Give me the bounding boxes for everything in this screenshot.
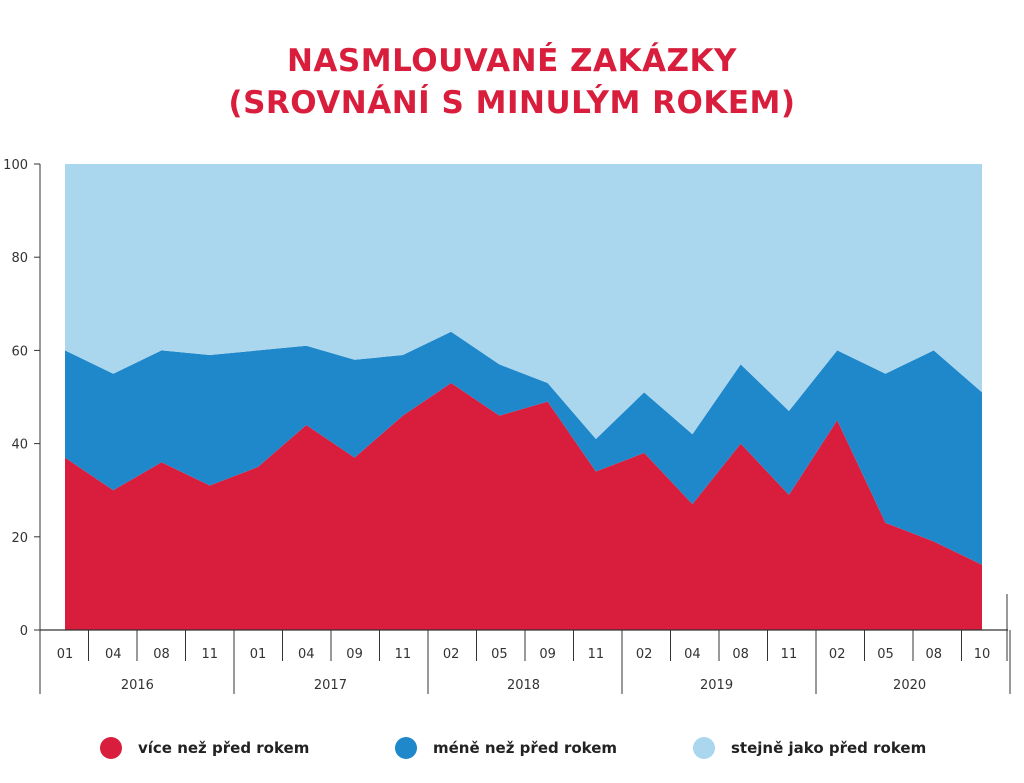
legend-label-1: více než před rokem [138, 739, 310, 757]
x-tick-label-2: 04 [105, 647, 122, 662]
legend-swatch-3 [693, 737, 715, 759]
x-tick-label-5: 01 [250, 647, 267, 662]
chart-title-line-1: NASMLOUVANÉ ZAKÁZKY [286, 43, 737, 79]
year-label-2016: 2016 [121, 678, 154, 693]
x-tick-label-1: 01 [57, 647, 74, 662]
year-label-2019: 2019 [700, 678, 733, 693]
legend-item-1: více než před rokem [100, 728, 309, 768]
y-tick-label-40: 40 [11, 438, 28, 453]
year-label-2018: 2018 [507, 678, 540, 693]
legend-label-3: stejně jako před rokem [731, 739, 927, 757]
year-label-2020: 2020 [893, 678, 926, 693]
legend-item-2: méně než před rokem [395, 728, 617, 768]
x-tick-label-15: 08 [732, 647, 749, 662]
x-tick-label-19: 08 [925, 647, 942, 662]
x-tick-label-17: 02 [829, 647, 846, 662]
y-tick-label-0: 0 [20, 624, 28, 639]
x-tick-label-3: 08 [153, 647, 170, 662]
y-tick-label-80: 80 [11, 251, 28, 266]
x-tick-label-16: 11 [781, 647, 798, 662]
chart-legend: více než před rokem méně než před rokem st… [0, 728, 1024, 768]
legend-item-3: stejně jako před rokem [693, 728, 926, 768]
x-tick-label-18: 05 [877, 647, 894, 662]
x-tick-label-12: 11 [588, 647, 605, 662]
x-tick-label-10: 05 [491, 647, 508, 662]
year-label-2017: 2017 [314, 678, 347, 693]
chart-title: NASMLOUVANÉ ZAKÁZKY (SROVNÁNÍ S MINULÝM … [0, 40, 1024, 124]
y-tick-label-100: 100 [3, 158, 28, 173]
legend-swatch-2 [395, 737, 417, 759]
y-tick-label-60: 60 [11, 344, 28, 359]
x-tick-label-14: 04 [684, 647, 701, 662]
y-tick-label-20: 20 [11, 531, 28, 546]
x-tick-label-6: 04 [298, 647, 315, 662]
area-series-3 [65, 164, 982, 439]
x-tick-label-7: 09 [346, 647, 363, 662]
area-series-2 [65, 331, 982, 565]
x-tick-label-20: 10 [974, 647, 991, 662]
area-series-1 [65, 383, 982, 630]
x-tick-label-9: 02 [443, 647, 460, 662]
legend-label-2: méně než před rokem [433, 739, 618, 757]
chart-title-line-2: (SROVNÁNÍ S MINULÝM ROKEM) [228, 85, 796, 121]
legend-swatch-1 [100, 737, 122, 759]
x-tick-label-4: 11 [202, 647, 219, 662]
x-tick-label-11: 09 [539, 647, 556, 662]
x-tick-label-8: 11 [395, 647, 412, 662]
x-tick-label-13: 02 [636, 647, 653, 662]
